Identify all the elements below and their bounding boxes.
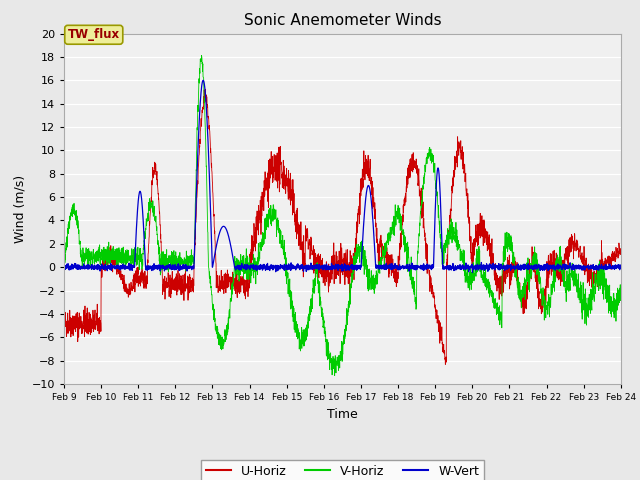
W-Vert xyxy=(468,270,476,276)
U-Horiz xyxy=(274,185,282,191)
U-Horiz xyxy=(617,247,625,253)
V-Horiz xyxy=(617,296,625,301)
U-Horiz xyxy=(442,361,449,367)
V-Horiz xyxy=(198,53,205,59)
Line: V-Horiz: V-Horiz xyxy=(64,56,621,375)
X-axis label: Time: Time xyxy=(327,408,358,420)
W-Vert xyxy=(124,264,131,270)
Line: W-Vert: W-Vert xyxy=(64,80,621,273)
Text: TW_flux: TW_flux xyxy=(68,28,120,41)
U-Horiz xyxy=(298,247,306,253)
W-Vert xyxy=(60,266,68,272)
V-Horiz xyxy=(606,300,614,305)
Legend: U-Horiz, V-Horiz, W-Vert: U-Horiz, V-Horiz, W-Vert xyxy=(201,460,484,480)
U-Horiz xyxy=(202,86,209,92)
W-Vert xyxy=(606,264,614,270)
W-Vert xyxy=(547,262,554,268)
W-Vert xyxy=(274,264,282,269)
V-Horiz xyxy=(157,256,164,262)
Y-axis label: Wind (m/s): Wind (m/s) xyxy=(13,175,26,243)
U-Horiz xyxy=(606,255,614,261)
U-Horiz xyxy=(157,235,164,241)
V-Horiz xyxy=(274,215,282,221)
Line: U-Horiz: U-Horiz xyxy=(64,89,621,364)
W-Vert xyxy=(157,265,164,271)
V-Horiz xyxy=(547,297,554,302)
U-Horiz xyxy=(124,286,131,292)
U-Horiz xyxy=(60,317,68,323)
Title: Sonic Anemometer Winds: Sonic Anemometer Winds xyxy=(244,13,441,28)
W-Vert xyxy=(298,263,306,268)
W-Vert xyxy=(617,263,625,269)
U-Horiz xyxy=(547,251,554,256)
V-Horiz xyxy=(60,271,68,277)
W-Vert xyxy=(199,77,207,83)
V-Horiz xyxy=(298,346,306,351)
V-Horiz xyxy=(124,260,131,265)
V-Horiz xyxy=(331,372,339,378)
